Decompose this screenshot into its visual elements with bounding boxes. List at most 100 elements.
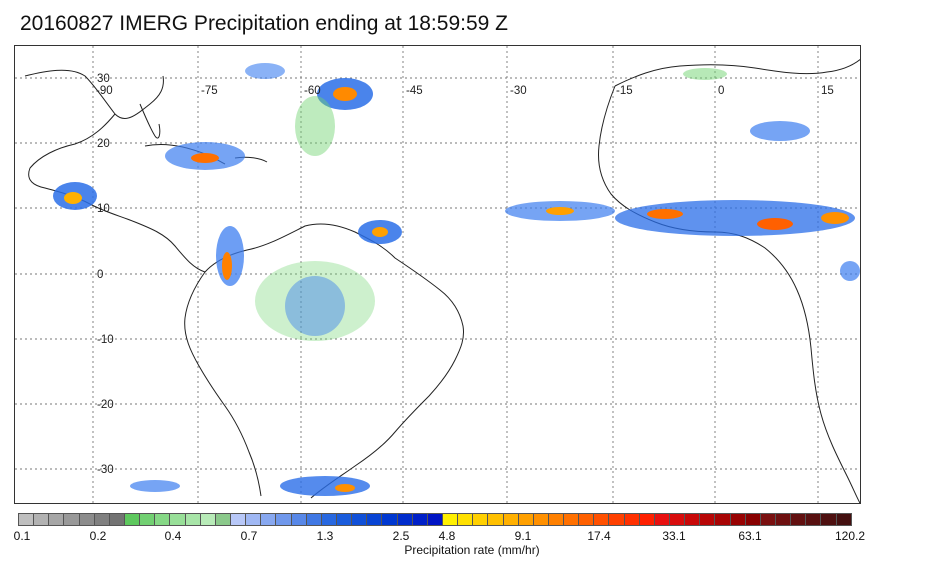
colorbar-swatch bbox=[109, 514, 125, 525]
precip-cluster bbox=[191, 153, 219, 163]
colorbar-tick-label: 63.1 bbox=[738, 529, 762, 543]
colorbar-swatch bbox=[639, 514, 655, 525]
precip-cluster bbox=[285, 276, 345, 336]
colorbar-swatch bbox=[321, 514, 337, 525]
precip-cluster bbox=[372, 227, 388, 237]
colorbar-swatch bbox=[49, 514, 65, 525]
colorbar-swatch bbox=[503, 514, 519, 525]
precip-cluster bbox=[245, 63, 285, 79]
colorbar-swatch bbox=[745, 514, 761, 525]
colorbar-swatch bbox=[276, 514, 292, 525]
longitude-label: -45 bbox=[406, 85, 423, 97]
longitude-labels: -90 -75 -60 -45 -30 -15 0 15 bbox=[96, 85, 834, 97]
colorbar-swatch bbox=[594, 514, 610, 525]
longitude-label: -60 bbox=[304, 85, 321, 97]
colorbar-swatch bbox=[806, 514, 822, 525]
colorbar-swatch bbox=[246, 514, 262, 525]
longitude-label: -75 bbox=[201, 85, 218, 97]
colorbar-swatch bbox=[34, 514, 50, 525]
precip-cluster bbox=[821, 212, 849, 224]
colorbar-tick-label: 1.3 bbox=[316, 529, 334, 543]
latitude-label: 30 bbox=[97, 73, 110, 85]
colorbar-swatch bbox=[124, 514, 141, 525]
colorbar-swatch bbox=[821, 514, 837, 525]
colorbar bbox=[18, 513, 852, 526]
colorbar-swatch bbox=[215, 514, 231, 525]
colorbar-swatch bbox=[94, 514, 110, 525]
colorbar-swatch bbox=[336, 514, 353, 525]
colorbar-swatch bbox=[397, 514, 413, 525]
colorbar-swatch bbox=[760, 514, 777, 525]
latitude-label: 0 bbox=[97, 269, 103, 281]
colorbar-swatch bbox=[609, 514, 625, 525]
coastline-florida bbox=[139, 103, 161, 139]
colorbar-swatch bbox=[64, 514, 80, 525]
colorbar-tick-label: 2.5 bbox=[392, 529, 410, 543]
colorbar-swatch bbox=[79, 514, 95, 525]
coastline-north-america bbox=[24, 69, 206, 273]
longitude-label: -90 bbox=[96, 85, 113, 97]
colorbar-tick-label: 4.8 bbox=[438, 529, 456, 543]
longitude-label: 0 bbox=[718, 85, 724, 97]
precip-cluster bbox=[280, 476, 370, 496]
colorbar-tick-label: 9.1 bbox=[514, 529, 532, 543]
longitude-label: -30 bbox=[510, 85, 527, 97]
colorbar-swatch bbox=[670, 514, 686, 525]
colorbar-tick-label: 0.2 bbox=[89, 529, 107, 543]
colorbar-swatch bbox=[200, 514, 216, 525]
colorbar-swatch bbox=[291, 514, 307, 525]
colorbar-swatch bbox=[306, 514, 322, 525]
colorbar-swatch bbox=[458, 514, 474, 525]
colorbar-swatch bbox=[185, 514, 201, 525]
colorbar-swatch bbox=[170, 514, 186, 525]
colorbar-tick-label: 0.1 bbox=[13, 529, 31, 543]
colorbar-swatch bbox=[19, 514, 35, 525]
precip-cluster bbox=[615, 200, 855, 236]
colorbar-swatch bbox=[533, 514, 549, 525]
colorbar-swatch bbox=[685, 514, 701, 525]
colorbar-swatch bbox=[548, 514, 565, 525]
latitude-label: -10 bbox=[97, 334, 114, 346]
longitude-label: -15 bbox=[616, 85, 633, 97]
colorbar-swatch bbox=[579, 514, 595, 525]
colorbar-swatch bbox=[776, 514, 792, 525]
precip-cluster bbox=[683, 68, 727, 80]
precip-cluster bbox=[757, 218, 793, 230]
graticule bbox=[15, 46, 860, 503]
precipitation-field bbox=[53, 63, 860, 496]
colorbar-title: Precipitation rate (mm/hr) bbox=[404, 543, 540, 557]
map-canvas: -90 -75 -60 -45 -30 -15 0 15 30 20 10 0 -10 -20 -30 bbox=[15, 46, 860, 503]
colorbar-swatch bbox=[140, 514, 156, 525]
coastline-africa bbox=[598, 58, 860, 503]
colorbar-swatch bbox=[367, 514, 383, 525]
colorbar-swatch bbox=[230, 514, 247, 525]
precip-cluster bbox=[130, 480, 180, 492]
map-title: 20160827 IMERG Precipitation ending at 1… bbox=[20, 12, 508, 35]
colorbar-swatch bbox=[624, 514, 640, 525]
latitude-label: 20 bbox=[97, 138, 110, 150]
colorbar-swatch bbox=[488, 514, 504, 525]
colorbar-tick-label: 17.4 bbox=[587, 529, 611, 543]
colorbar-swatch bbox=[261, 514, 277, 525]
coastline-south-america bbox=[184, 223, 464, 499]
colorbar-swatch bbox=[836, 514, 851, 525]
precipitation-map: -90 -75 -60 -45 -30 -15 0 15 30 20 10 0 -10 -20 -30 bbox=[14, 45, 861, 504]
colorbar-tick-label: 0.7 bbox=[240, 529, 258, 543]
colorbar-swatch bbox=[700, 514, 716, 525]
latitude-labels: 30 20 10 0 -10 -20 -30 bbox=[97, 73, 114, 476]
precip-cluster bbox=[222, 252, 232, 280]
colorbar-swatch bbox=[412, 514, 428, 525]
colorbar-swatch bbox=[518, 514, 534, 525]
precip-cluster bbox=[647, 209, 683, 219]
colorbar-swatch bbox=[564, 514, 580, 525]
latitude-label: -20 bbox=[97, 399, 114, 411]
colorbar-swatch bbox=[715, 514, 731, 525]
precip-cluster bbox=[335, 484, 355, 492]
colorbar-swatch bbox=[654, 514, 671, 525]
coastlines bbox=[24, 58, 860, 503]
precip-cluster bbox=[64, 192, 82, 204]
precip-cluster bbox=[750, 121, 810, 141]
colorbar-tick-labels: 0.1 0.2 0.4 0.7 1.3 2.5 4.8 9.1 17.4 33.1 63.1 120.… bbox=[0, 529, 944, 545]
colorbar-tick-label: 33.1 bbox=[662, 529, 686, 543]
precip-cluster bbox=[840, 261, 860, 281]
